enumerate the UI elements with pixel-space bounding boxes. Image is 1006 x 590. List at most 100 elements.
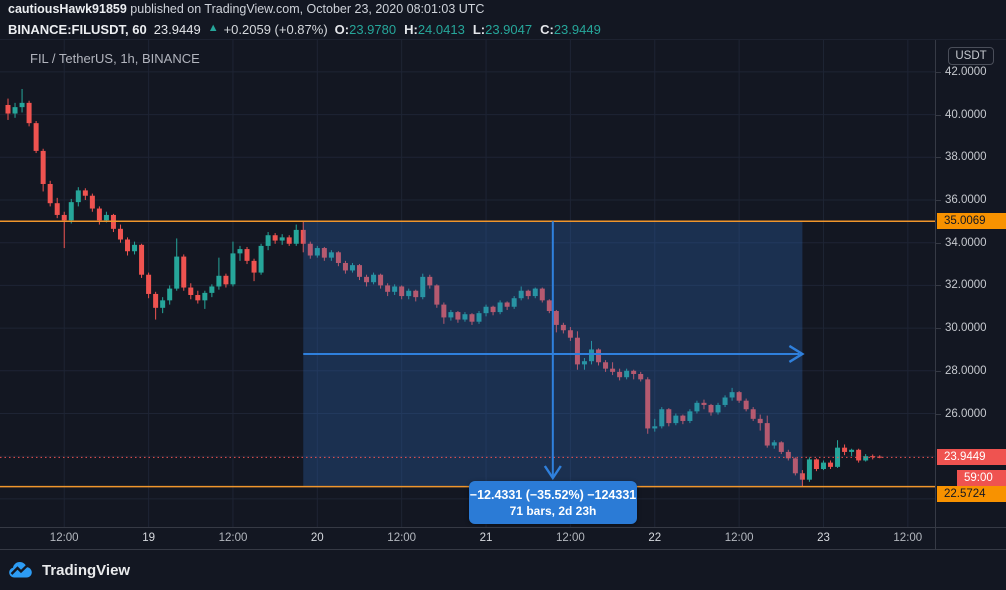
candle-body — [89, 195, 95, 209]
candle-body — [153, 293, 159, 308]
time-tick-hour: 12:00 — [387, 532, 417, 544]
footer-bar: TradingView — [0, 550, 1006, 590]
candle-body — [638, 374, 644, 380]
candle-body — [694, 402, 700, 412]
candle-body — [202, 292, 208, 301]
candle-body — [820, 462, 826, 470]
candle-body — [771, 442, 777, 446]
candle-body — [272, 235, 278, 241]
candle-body — [223, 275, 229, 285]
last-price-value: 23.9449 — [153, 22, 201, 37]
time-tick-hour: 12:00 — [724, 532, 754, 544]
candle-body — [251, 260, 257, 273]
brand-name[interactable]: TradingView — [42, 561, 131, 579]
candle-body — [462, 314, 468, 320]
candle-body — [160, 300, 166, 308]
price-tick-label: 36.0000 — [936, 194, 987, 206]
candle-body — [230, 253, 236, 285]
candle-body — [265, 235, 271, 246]
price-axis[interactable]: USDT 42.0000 40.0000 38.0000 36.0000 34.0000… — [935, 40, 1006, 527]
candle-body — [511, 298, 517, 307]
candle-body — [581, 361, 587, 365]
candle-body — [420, 276, 426, 298]
time-tick-hour: 12:00 — [218, 532, 248, 544]
high-value: 24.0413 — [417, 22, 465, 37]
tradingview-logo-icon[interactable] — [8, 560, 34, 580]
measure-bar-count: 71 bars, 2d 23h — [509, 503, 597, 518]
candle-body — [335, 252, 341, 263]
candle-body — [12, 107, 18, 114]
time-tick-day: 20 — [310, 532, 324, 544]
candle-body — [652, 426, 658, 429]
open-value: 23.9780 — [349, 22, 397, 37]
candle-body — [399, 286, 405, 297]
candle-body — [307, 243, 313, 256]
candle-body — [596, 349, 602, 363]
symbol-title: BINANCE:FILUSDT, 60 — [8, 22, 147, 37]
candle-body — [139, 244, 145, 275]
time-tick-hour: 12:00 — [893, 532, 923, 544]
candle-body — [806, 459, 812, 480]
candle-body — [167, 288, 173, 301]
last-price-label: 23.9449 — [937, 449, 1006, 466]
measure-down-arrow-icon — [543, 465, 562, 481]
candle-body — [525, 290, 531, 297]
candle-body — [364, 276, 370, 283]
candle-body — [560, 324, 566, 331]
candle-body — [476, 313, 482, 322]
candle-body — [82, 190, 88, 196]
candle-body — [314, 248, 320, 256]
candlestick-chart[interactable] — [0, 40, 935, 527]
candle-body — [237, 249, 243, 254]
candle-body — [687, 411, 693, 421]
candle-body — [856, 449, 862, 461]
high-label: H: — [404, 22, 418, 37]
price-tick-label: 28.0000 — [936, 364, 987, 377]
time-tick-hour: 12:00 — [49, 532, 79, 544]
candle-body — [33, 123, 39, 151]
ohlc-values: O:23.9780 H:24.0413 L:23.9047 C:23.9449 — [335, 22, 601, 37]
candle-wick — [239, 245, 241, 261]
candle-body — [427, 276, 433, 286]
measure-low-price-label: 22.5724 — [937, 485, 1006, 502]
candle-body — [146, 274, 152, 294]
candle-body — [413, 290, 419, 298]
candle-body — [293, 229, 299, 244]
candle-body — [870, 456, 876, 458]
candle-body — [441, 304, 447, 318]
candle-body — [736, 392, 742, 401]
candle-body — [279, 237, 285, 241]
candle-body — [75, 190, 81, 203]
candle-body — [778, 442, 784, 452]
candle-body — [715, 404, 721, 413]
candle-body — [286, 237, 292, 244]
candle-body — [357, 265, 362, 277]
candle-body — [188, 287, 194, 296]
candle-body — [174, 256, 180, 289]
candle-body — [490, 306, 496, 313]
candle-body — [483, 306, 489, 314]
candle-body — [799, 473, 805, 480]
candle-body — [701, 402, 707, 405]
candle-body — [68, 202, 74, 221]
candle-body — [258, 245, 264, 273]
currency-badge[interactable]: USDT — [948, 47, 994, 65]
candle-wick — [851, 448, 853, 457]
candle-body — [244, 249, 250, 261]
chart-pane[interactable]: FIL / TetherUS, 1h, BINANCE −12.4331 (−3… — [0, 40, 935, 527]
candle-body — [216, 275, 222, 287]
time-axis[interactable]: 12:00 19 12:00 20 12:00 21 12:00 22 12:00 23 12:00 — [0, 527, 1006, 550]
candle-body — [708, 404, 714, 413]
candle-body — [842, 447, 848, 452]
candle-body — [610, 368, 616, 372]
candle-body — [47, 183, 53, 204]
candle-body — [624, 370, 630, 378]
candle-body — [385, 285, 391, 292]
candle-body — [666, 409, 672, 424]
price-up-arrow-icon: ▲ — [207, 22, 219, 34]
price-tick-label: 34.0000 — [936, 236, 987, 249]
candle-body — [546, 300, 552, 312]
candle-body — [328, 252, 334, 258]
price-tick-label: 26.0000 — [936, 407, 987, 420]
candle-body — [539, 288, 545, 301]
